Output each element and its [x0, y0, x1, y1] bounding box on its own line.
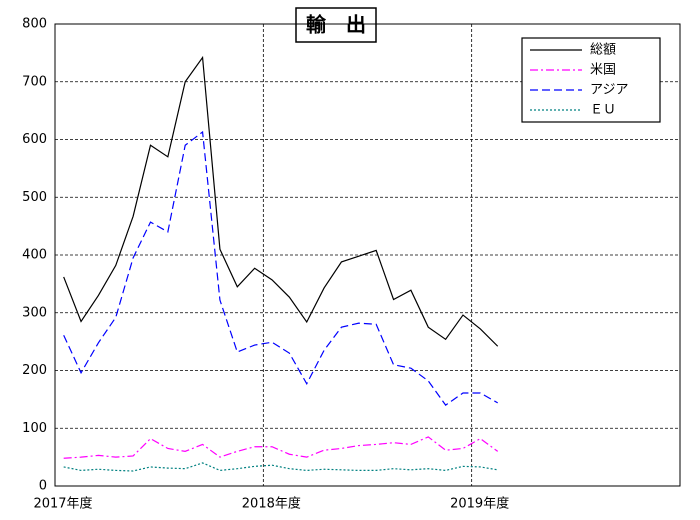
y-tick-label: 300 [22, 305, 47, 320]
legend-label: アジア [590, 83, 628, 98]
y-tick-label: 600 [22, 132, 47, 147]
y-tick-label: 100 [22, 421, 47, 436]
y-tick-label: 500 [22, 190, 47, 205]
legend-box [521, 37, 661, 123]
legend-label: 米国 [590, 63, 616, 78]
series-line [63, 436, 499, 459]
y-tick-label: 800 [22, 17, 47, 32]
y-tick-label: 0 [39, 479, 47, 494]
title-box [295, 7, 377, 43]
y-tick-label: 400 [22, 248, 47, 263]
series-line [63, 55, 499, 347]
y-tick-label: 700 [22, 74, 47, 89]
series-line [63, 130, 499, 406]
legend-label: 総額 [590, 43, 616, 58]
y-tick-label: 200 [22, 363, 47, 378]
x-tick-label: 2017年度 [33, 496, 92, 512]
series-line [63, 462, 498, 472]
x-tick-label: 2019年度 [450, 496, 509, 512]
x-tick-label: 2018年度 [242, 496, 301, 512]
plot-border [54, 23, 681, 487]
legend-label: ＥＵ [590, 103, 616, 118]
